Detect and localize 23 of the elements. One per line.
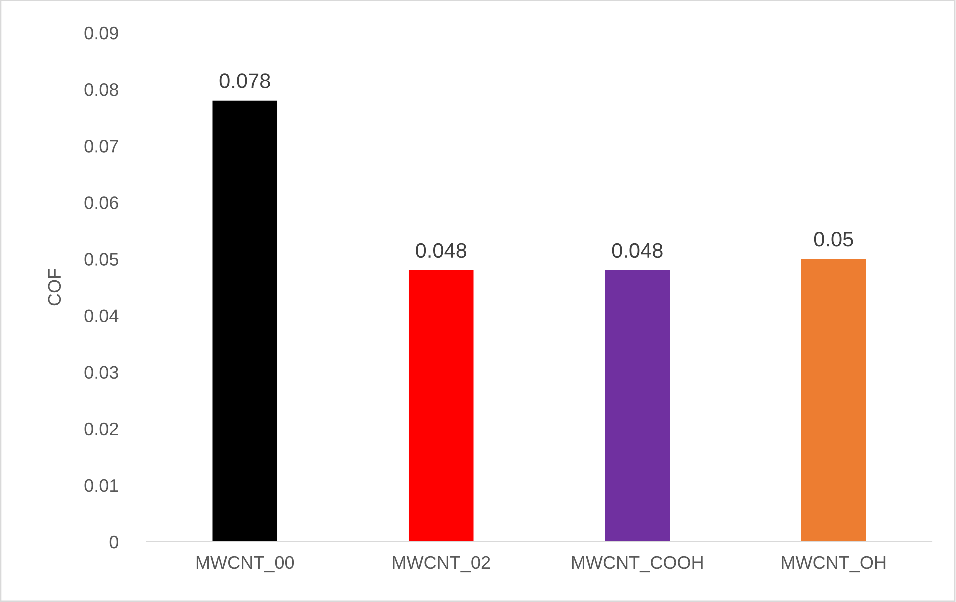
- y-tick-label: 0: [110, 536, 119, 549]
- y-tick-label: 0.07: [84, 140, 118, 153]
- y-tick-label: 0.04: [84, 310, 119, 322]
- data-label: 0.048: [612, 243, 663, 258]
- data-label: 0.078: [220, 74, 270, 88]
- bar: [212, 100, 278, 542]
- x-tick-label: MWCNT_02: [393, 556, 490, 573]
- y-tick-label: 0.08: [84, 83, 118, 96]
- data-label: 0.048: [416, 243, 467, 258]
- bar: [605, 270, 670, 542]
- y-tick-label: 0.02: [84, 422, 118, 436]
- y-tick-label: 0.03: [84, 366, 118, 380]
- y-tick-label: 0.06: [84, 196, 118, 210]
- x-tick-label: MWCNT_OH: [782, 556, 886, 573]
- data-label: 0.05: [814, 232, 854, 247]
- x-tick-label: MWCNT_00: [196, 556, 294, 573]
- bar: [408, 270, 474, 542]
- x-tick-label: MWCNT_COOH: [572, 556, 703, 573]
- y-tick-label: 0.01: [84, 479, 118, 492]
- y-axis-title: COF: [48, 269, 62, 306]
- y-tick-label: 0.09: [84, 26, 118, 40]
- bar: [801, 259, 866, 542]
- y-tick-label: 0.05: [84, 253, 118, 266]
